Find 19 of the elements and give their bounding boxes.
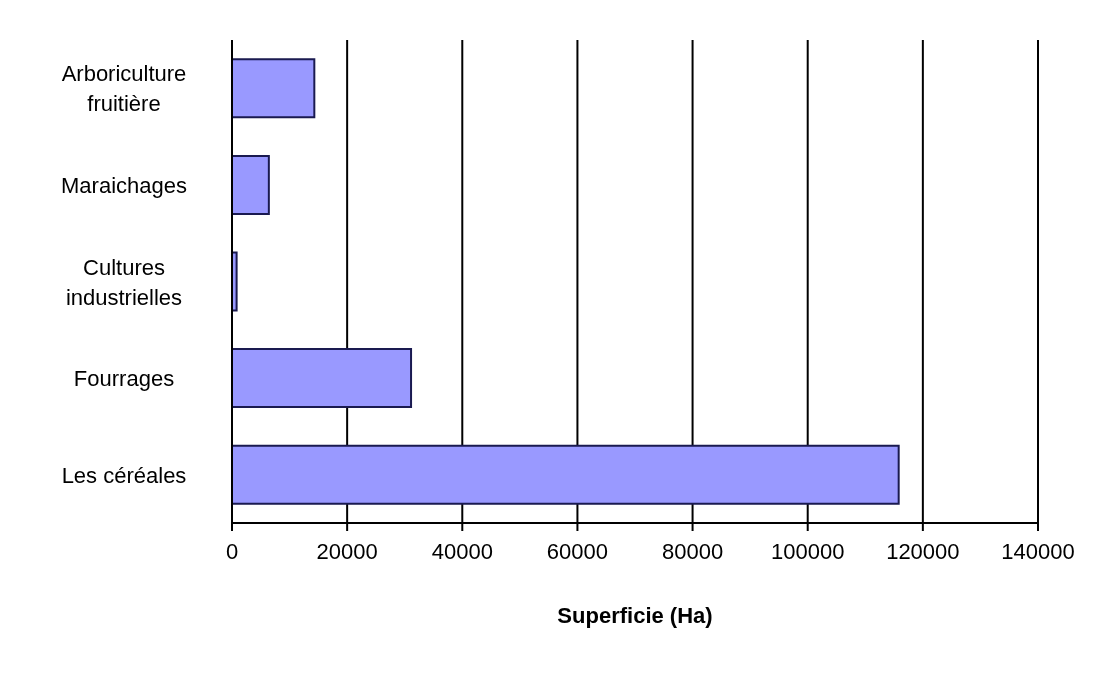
bar xyxy=(232,154,270,215)
bar xyxy=(232,348,413,409)
x-tick-label: 80000 xyxy=(661,538,724,564)
x-tick-label: 20000 xyxy=(316,538,378,564)
x-tick-label: 100000 xyxy=(771,538,845,564)
x-tick-label: 120000 xyxy=(886,538,960,564)
y-tick-label: Cultures industrielles xyxy=(65,254,183,309)
bar xyxy=(232,444,900,505)
y-tick-label: Fourrages xyxy=(73,365,175,391)
x-tick-label: 40000 xyxy=(431,538,493,564)
y-tick-label: Maraichages xyxy=(61,172,187,198)
x-tick-label: 60000 xyxy=(546,538,609,564)
x-tick-label: 0 xyxy=(225,538,239,564)
y-tick-label: Arboriculture fruitière xyxy=(61,60,187,116)
x-axis-title: Superficie (Ha) xyxy=(557,603,713,628)
bar xyxy=(232,251,238,312)
bar xyxy=(232,58,316,119)
y-tick-label: Les céréales xyxy=(61,462,187,488)
x-tick-label: 140000 xyxy=(1001,538,1075,564)
